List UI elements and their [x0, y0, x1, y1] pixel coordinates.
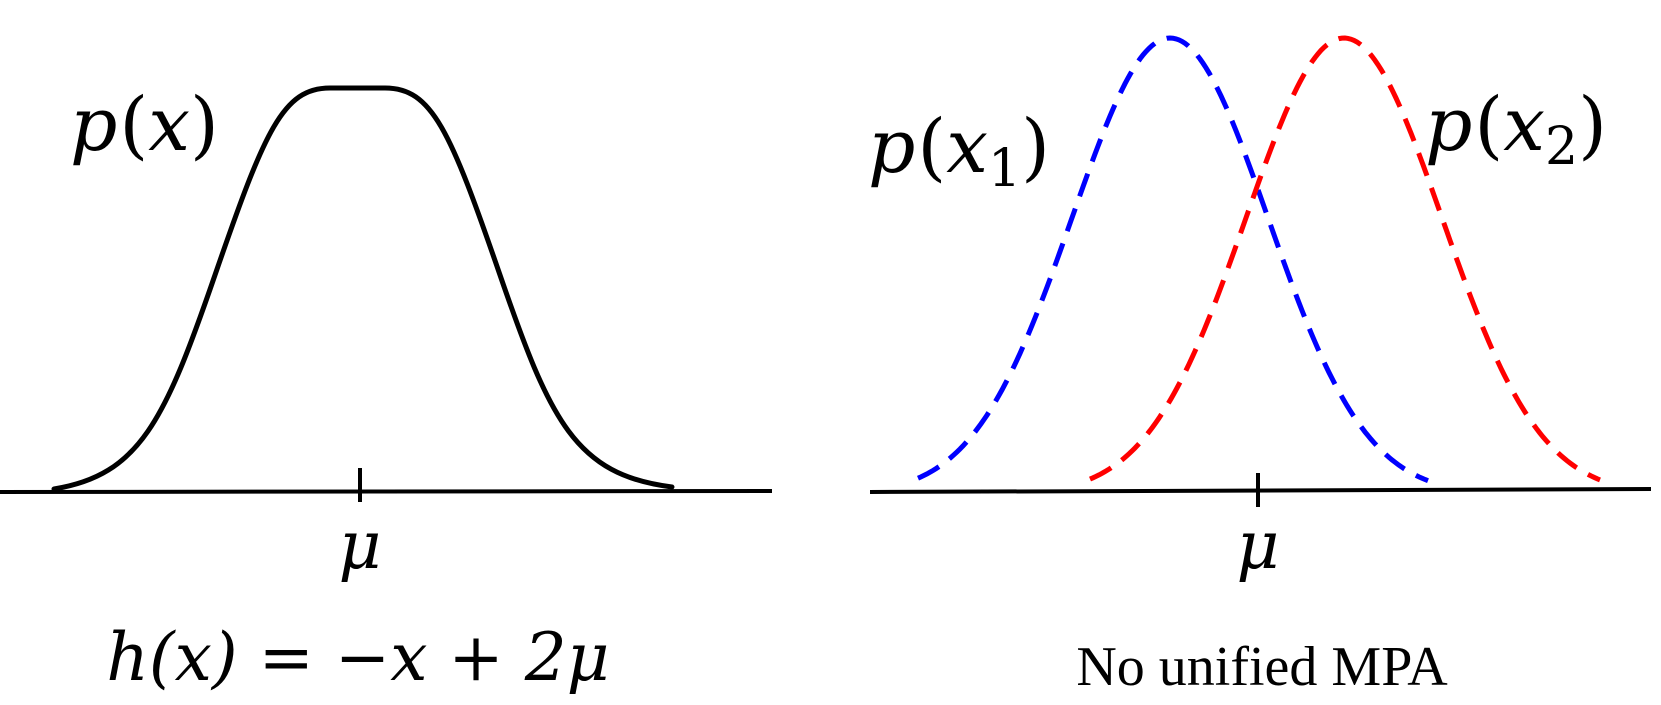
left-flat-top-curve	[51, 85, 675, 492]
left-equation: h(x) = −x + 2μ	[106, 619, 609, 696]
left-x-axis	[0, 489, 773, 494]
left-curve-label-fn: p	[70, 82, 117, 168]
left-curve-label: p(x)	[70, 82, 219, 168]
right-tick-label: μ	[1237, 507, 1280, 584]
curve1-label-fn: p	[868, 104, 915, 190]
left-curve-label-arg: x	[148, 82, 190, 168]
curve2-label-subscript: 2	[1545, 117, 1578, 177]
left-panel: p(x) μ h(x) = −x + 2μ	[0, 82, 773, 696]
right-panel: p(x1) p(x2) μ No unified MPA	[868, 35, 1652, 698]
curve2-label-fn: p	[1425, 82, 1472, 168]
right-caption: No unified MPA	[1076, 636, 1448, 698]
blue-dashed-curve	[917, 35, 1429, 484]
curve1-label-arg: x	[946, 104, 988, 190]
left-tick-label: μ	[339, 507, 382, 584]
curve1-label-subscript: 1	[988, 139, 1021, 199]
right-x-axis	[869, 487, 1652, 494]
red-dashed-curve	[1089, 35, 1601, 483]
curve1-label: p(x1)	[868, 104, 1050, 199]
curve2-label-arg: x	[1503, 82, 1545, 168]
curve2-label: p(x2)	[1425, 82, 1607, 177]
